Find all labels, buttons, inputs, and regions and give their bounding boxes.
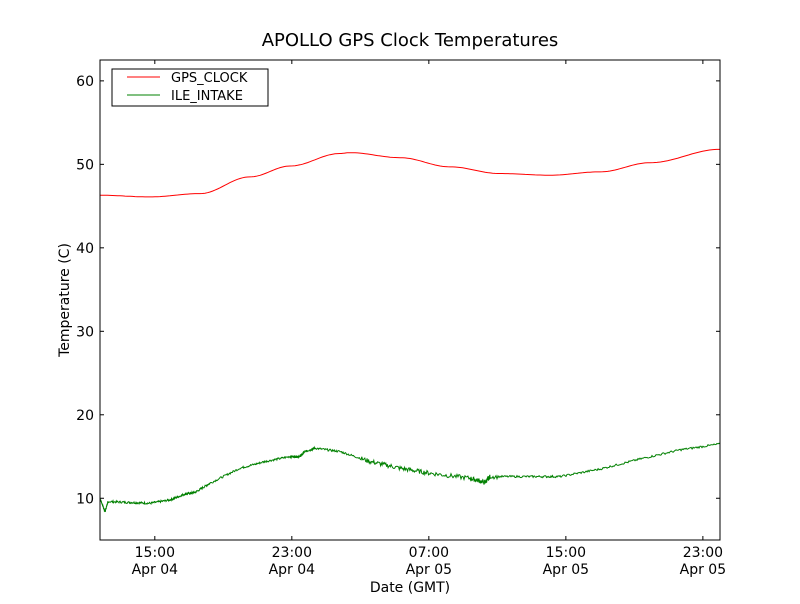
legend: GPS_CLOCK ILE_INTAKE	[111, 68, 269, 107]
y-tick-label: 30	[76, 324, 94, 340]
chart-title: APOLLO GPS Clock Temperatures	[262, 30, 559, 51]
series-line-gps-clock	[100, 148, 721, 198]
x-tick-time: 23:00	[272, 545, 312, 561]
x-tick-time: 15:00	[135, 545, 175, 561]
x-tick-time: 15:00	[546, 545, 586, 561]
x-axis-label: Date (GMT)	[370, 580, 450, 596]
x-tick-date: Apr 05	[543, 562, 589, 578]
legend-label: ILE_INTAKE	[171, 89, 243, 104]
legend-label: GPS_CLOCK	[171, 71, 248, 86]
x-tick-time: 23:00	[683, 545, 723, 561]
y-tick-label: 60	[76, 74, 94, 90]
x-tick-date: Apr 05	[680, 562, 726, 578]
x-tick-date: Apr 05	[406, 562, 452, 578]
y-axis-label: Temperature (C)	[57, 243, 73, 358]
plot-frame	[99, 59, 721, 541]
x-tick-date: Apr 04	[269, 562, 316, 578]
y-tick-label: 20	[76, 408, 94, 424]
x-tick-time: 07:00	[409, 545, 449, 561]
legend-box	[111, 68, 269, 107]
y-tick-label: 50	[76, 157, 94, 173]
series-line-ile-intake	[99, 442, 721, 513]
x-tick-date: Apr 04	[132, 562, 179, 578]
y-tick-label: 40	[76, 241, 94, 257]
y-tick-label: 10	[76, 491, 94, 507]
